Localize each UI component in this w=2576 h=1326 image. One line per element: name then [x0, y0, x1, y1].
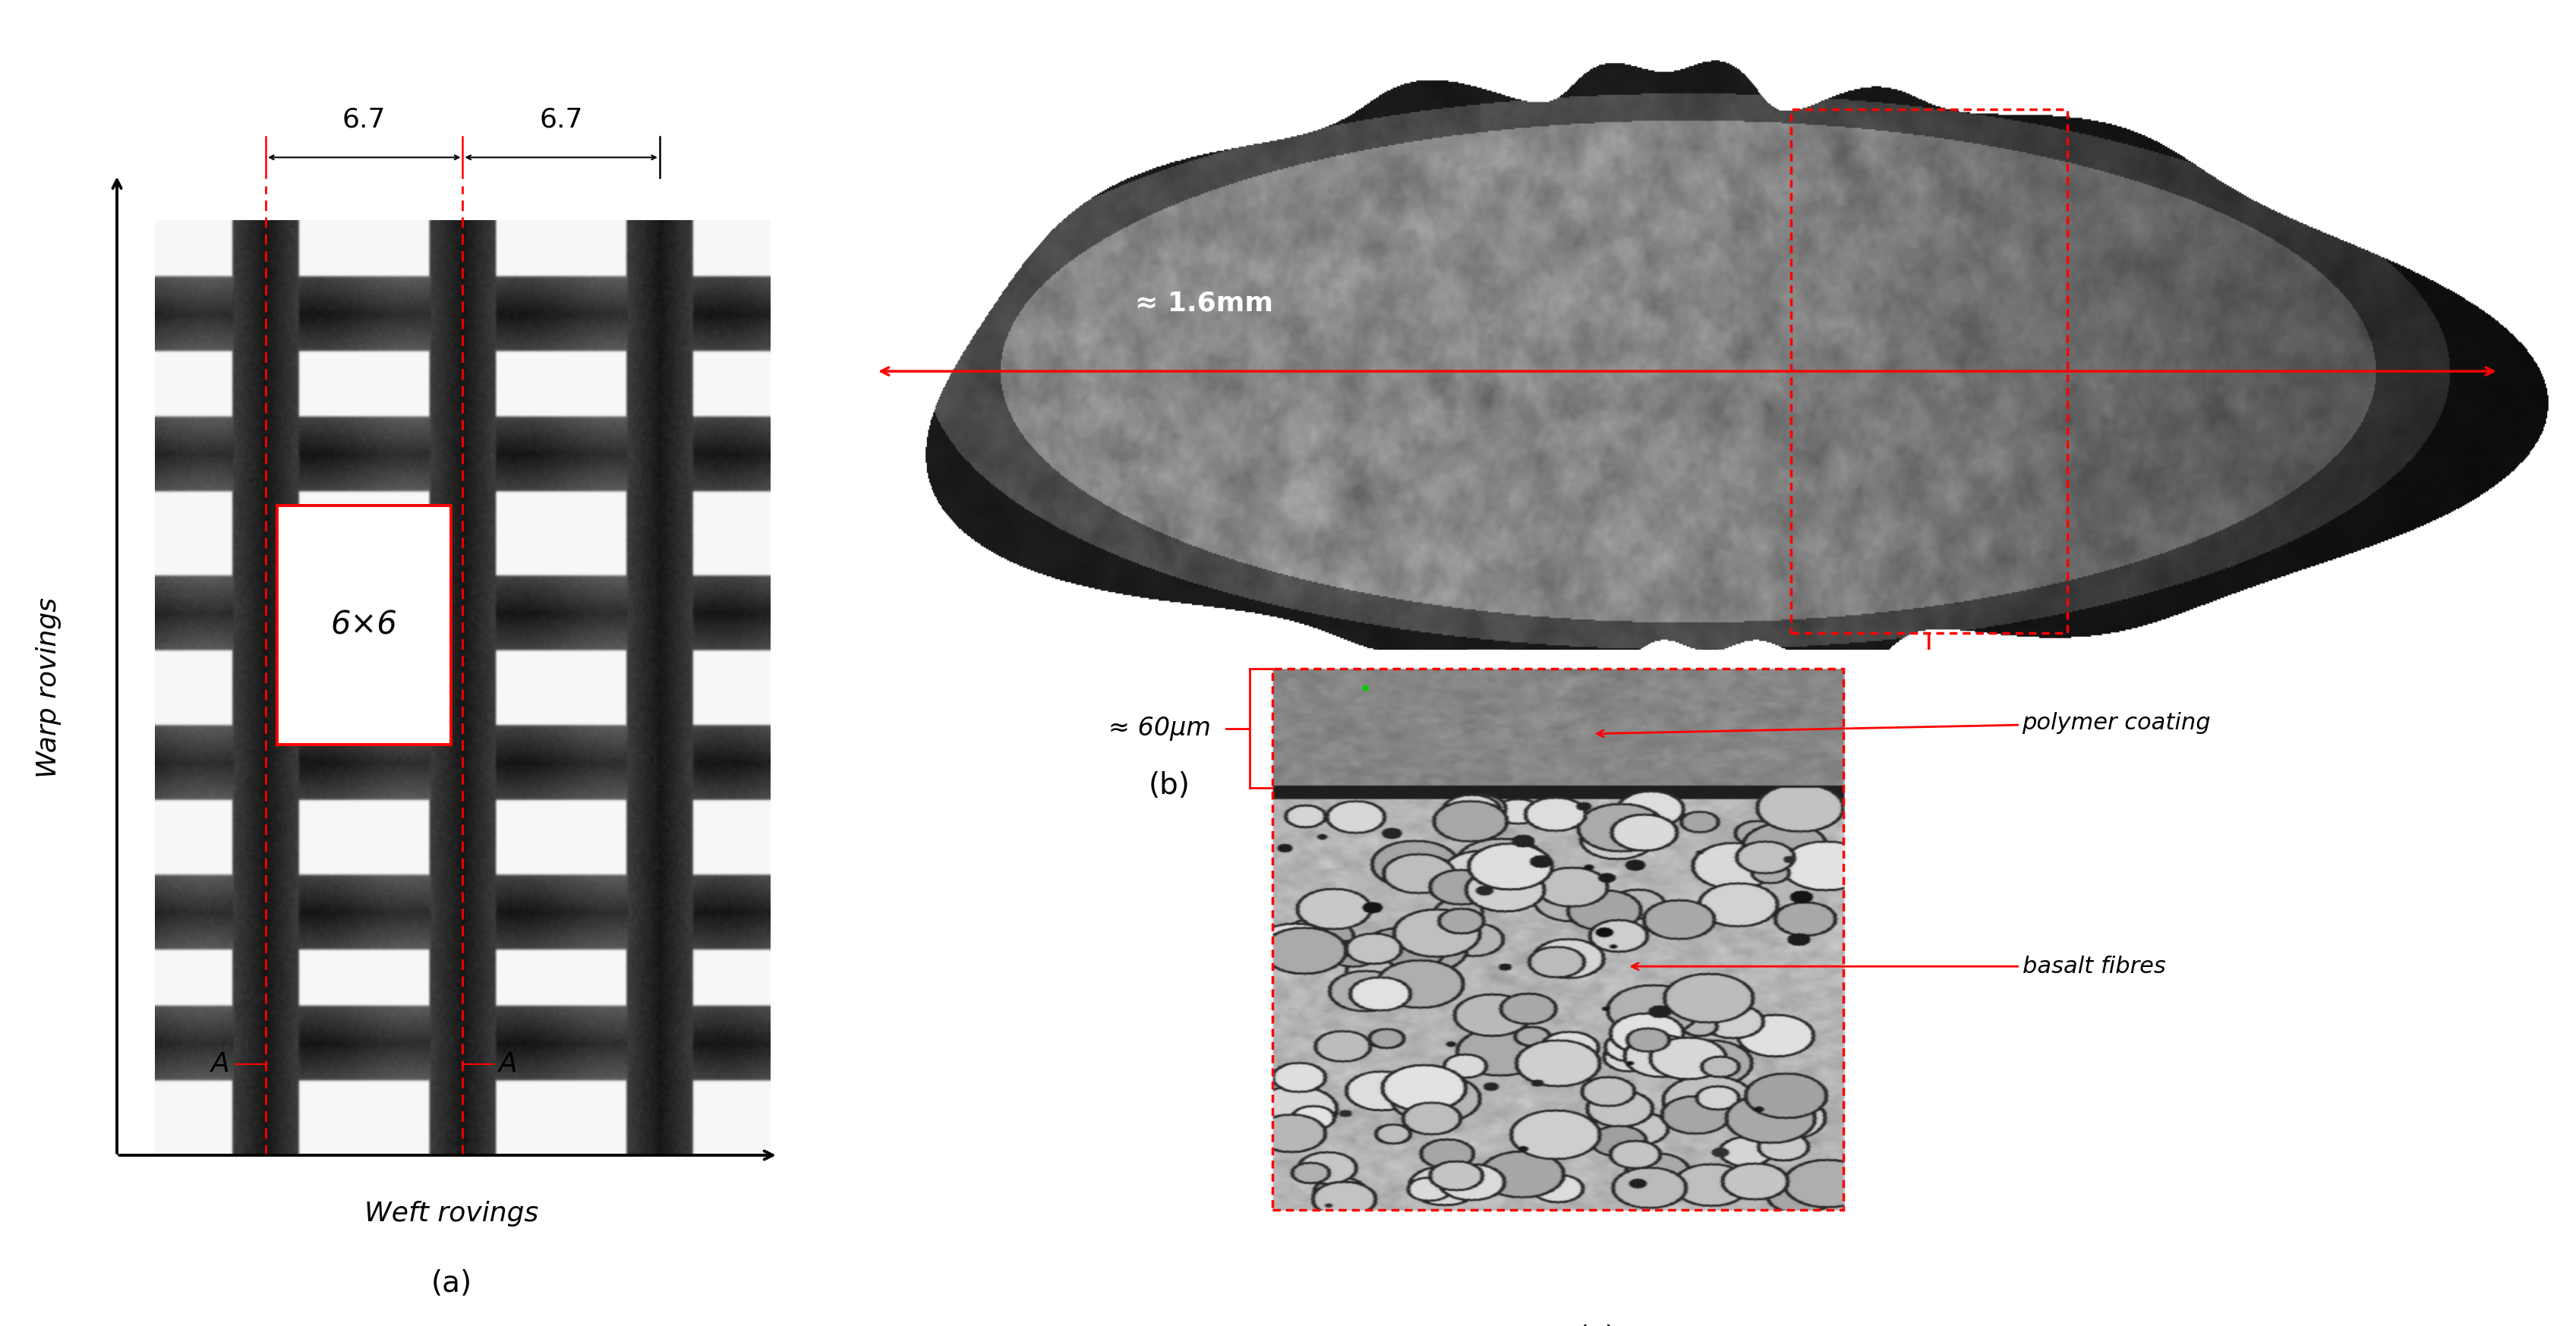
- Text: polymer coating: polymer coating: [1597, 712, 2210, 737]
- Text: (a): (a): [430, 1269, 471, 1298]
- Bar: [1790, 109, 2066, 634]
- Text: 6.7: 6.7: [343, 106, 386, 133]
- Text: basalt fibres: basalt fibres: [1631, 956, 2166, 977]
- Text: (c): (c): [1577, 1325, 1618, 1326]
- Text: Warp rovings: Warp rovings: [36, 597, 62, 778]
- Text: ≈ 60μm: ≈ 60μm: [1108, 716, 1211, 741]
- Text: ≈ 1.6mm: ≈ 1.6mm: [1136, 290, 1273, 316]
- Text: 6×6: 6×6: [330, 609, 397, 640]
- Text: A: A: [211, 1052, 229, 1077]
- Text: 6.7: 6.7: [538, 106, 582, 133]
- Text: (b): (b): [1149, 772, 1190, 800]
- Bar: [278, 505, 451, 745]
- Text: A: A: [500, 1052, 518, 1077]
- Text: Weft rovings: Weft rovings: [363, 1201, 538, 1227]
- Bar: [1273, 668, 1842, 1209]
